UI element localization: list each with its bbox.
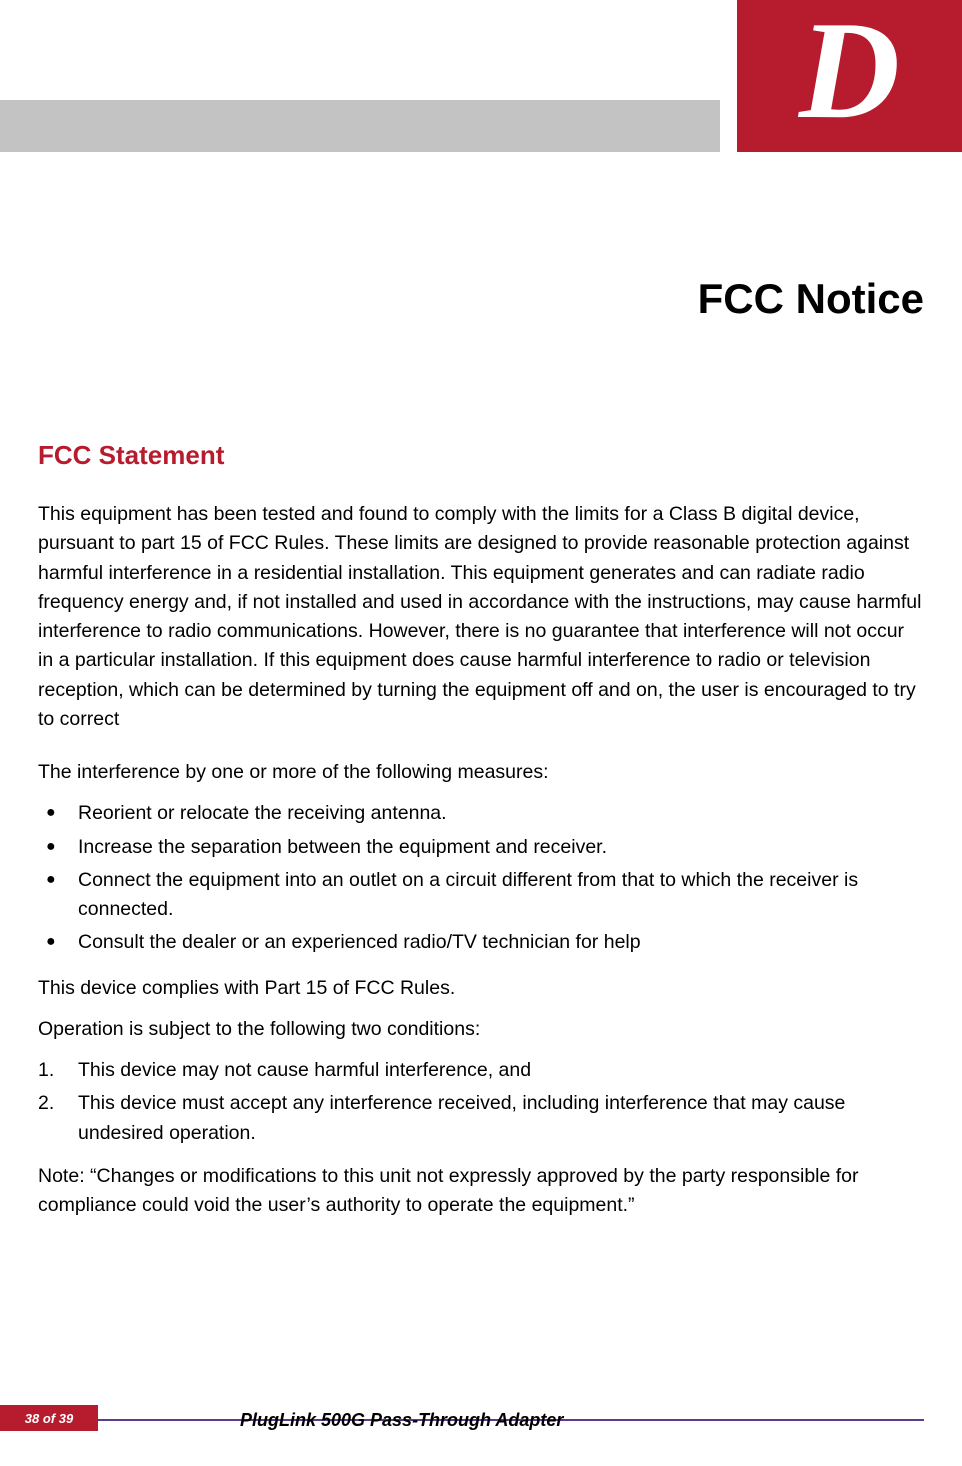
logo-box: D (737, 0, 962, 152)
paragraph-1: This equipment has been tested and found… (38, 500, 924, 734)
numbered-text: This device may not cause harmful interf… (78, 1059, 531, 1081)
bullet-item: Increase the separation between the equi… (38, 833, 924, 862)
page-number: 38 of 39 (25, 1411, 73, 1426)
numbered-text: This device must accept any interference… (78, 1092, 845, 1143)
note-paragraph: Note: “Changes or modifications to this … (38, 1162, 924, 1221)
paragraph-2: The interference by one or more of the f… (38, 758, 924, 787)
paragraph-4: Operation is subject to the following tw… (38, 1015, 924, 1044)
paragraph-3: This device complies with Part 15 of FCC… (38, 974, 924, 1003)
footer-page-box: 38 of 39 (0, 1405, 98, 1431)
header-grey-bar (0, 100, 720, 152)
numbered-item: 1.This device may not cause harmful inte… (38, 1056, 924, 1085)
section-heading: FCC Statement (38, 440, 224, 471)
footer-title: PlugLink 500G Pass-Through Adapter (240, 1410, 563, 1431)
bullet-item: Reorient or relocate the receiving anten… (38, 799, 924, 828)
numbered-list: 1.This device may not cause harmful inte… (38, 1056, 924, 1148)
body-content: This equipment has been tested and found… (38, 500, 924, 1244)
numbered-item: 2.This device must accept any interferen… (38, 1089, 924, 1148)
page-title: FCC Notice (698, 275, 924, 323)
bullet-item: Consult the dealer or an experienced rad… (38, 928, 924, 957)
bullet-item: Connect the equipment into an outlet on … (38, 866, 924, 925)
logo-letter: D (799, 1, 900, 141)
bullet-list: Reorient or relocate the receiving anten… (38, 799, 924, 957)
